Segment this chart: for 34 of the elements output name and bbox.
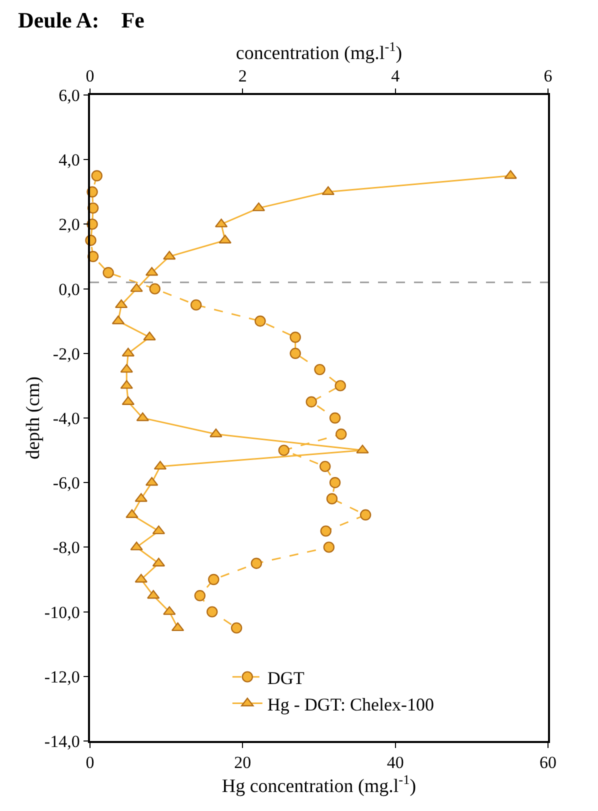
x-axis-title: Hg concentration (mg.l$^{-1}$)	[222, 772, 416, 798]
y-tick-label: -4,0	[52, 408, 80, 428]
point	[114, 299, 128, 308]
point	[171, 622, 184, 632]
legend-label: Hg - DGT: Chelex-100	[267, 694, 434, 714]
y-tick-label: -12,0	[44, 667, 80, 686]
y-tick-label: -14,0	[44, 732, 80, 751]
x-tick-label: 60	[540, 753, 556, 772]
y-tick-label: 0,0	[58, 280, 80, 299]
point	[136, 412, 150, 422]
chart-title: Deule A: Fe	[18, 8, 145, 33]
point	[154, 460, 167, 470]
y-tick-label: 2,0	[58, 215, 80, 234]
y-tick-label: -8,0	[52, 538, 80, 558]
x-tick-label: 0	[86, 753, 94, 772]
x-tick-label: 40	[386, 753, 404, 772]
x2-tick-label: 0	[86, 66, 94, 86]
y-tick-label: -2,0	[52, 344, 80, 364]
y-tick-label: -10,0	[44, 602, 80, 622]
legend-label: DGT	[267, 668, 304, 688]
x2-tick-label: 4	[391, 66, 400, 86]
x2-tick-label: 2	[238, 66, 247, 86]
x2-axis-title: concentration (mg.l$^{-1}$)	[236, 38, 402, 64]
y-tick-label: 4,0	[58, 150, 80, 170]
y-axis-title: depth (cm)	[22, 376, 44, 460]
point	[252, 202, 266, 212]
x2-tick-label: 6	[544, 66, 552, 86]
point	[120, 364, 134, 373]
x-tick-label: 20	[234, 753, 252, 772]
point	[134, 574, 148, 583]
point	[163, 250, 176, 260]
y-tick-label: -6,0	[52, 474, 80, 493]
y-tick-label: 6,0	[58, 86, 80, 105]
point	[152, 525, 166, 534]
